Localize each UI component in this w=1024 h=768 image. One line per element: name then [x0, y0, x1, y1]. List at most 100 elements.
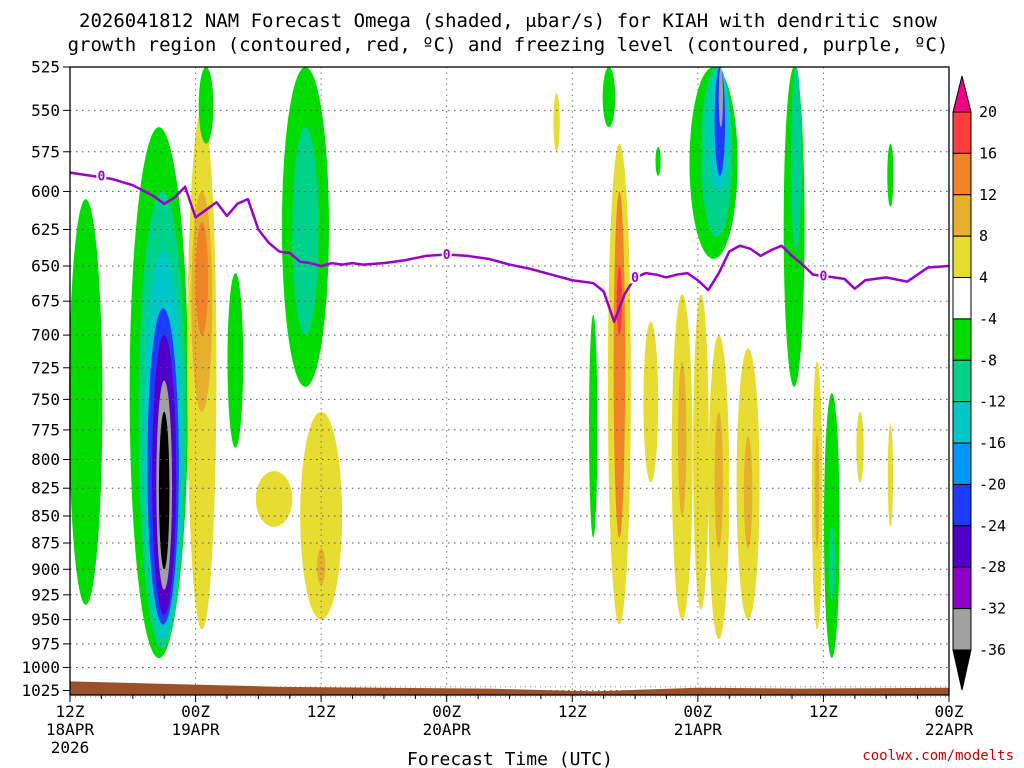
freezing-level-line — [69, 171, 950, 323]
omega-cell — [823, 393, 840, 659]
omega-cell — [643, 321, 659, 483]
omega-cell — [198, 67, 214, 144]
colorbar-box — [952, 608, 972, 651]
y-tick-label: 550 — [31, 101, 60, 120]
freezing-label-bg — [441, 246, 452, 261]
freezing-level-contour: 0 0 0 0 — [69, 167, 950, 323]
omega-cell — [677, 361, 687, 517]
colorbar-label: -16 — [979, 434, 1006, 452]
omega-cell — [693, 294, 709, 610]
omega-cell — [195, 221, 209, 336]
colorbar-box — [952, 111, 972, 154]
x-tick-date: 18APR — [46, 720, 95, 739]
omega-cell — [887, 143, 894, 207]
freezing-level-label: 0 — [820, 270, 828, 285]
chart-title-line2: growth region (contoured, red, ºC) and f… — [68, 34, 949, 56]
omega-cell — [790, 66, 802, 252]
y-tick-label: 675 — [31, 292, 60, 311]
x-tick-date: 20APR — [423, 720, 472, 739]
omega-cell — [589, 314, 598, 538]
y-axis: 525 550 575 600 625 650 675 700 725 750 775 800 825 8… — [21, 58, 70, 700]
omega-cell — [887, 423, 894, 527]
y-tick-label: 725 — [31, 358, 60, 377]
colorbar-label: -24 — [979, 517, 1006, 535]
colorbar-label: 8 — [979, 227, 988, 245]
omega-cell — [856, 411, 864, 483]
x-tick-year: 2026 — [51, 738, 90, 757]
colorbar-box — [952, 525, 972, 568]
y-tick-label: 925 — [31, 585, 60, 604]
colorbar-box — [952, 152, 972, 196]
y-tick-label: 1025 — [21, 681, 60, 700]
x-tick-label: 12Z — [558, 702, 587, 721]
colorbar-label: 12 — [979, 186, 997, 204]
colorbar-label: -20 — [979, 475, 1006, 493]
omega-cell — [718, 67, 723, 128]
omega-cell — [815, 435, 820, 549]
y-tick-label: 825 — [31, 479, 60, 498]
freezing-level-label: 0 — [443, 248, 451, 263]
chart-title-line1: 2026041812 NAM Forecast Omega (shaded, μ… — [79, 10, 937, 32]
omega-cell — [316, 548, 326, 585]
y-tick-label: 950 — [31, 610, 60, 629]
colorbar-label: -32 — [979, 600, 1006, 618]
omega-shading — [68, 66, 894, 659]
x-tick-label: 00Z — [432, 702, 461, 721]
colorbar-box — [952, 442, 972, 485]
y-tick-label: 625 — [31, 220, 60, 239]
y-tick-label: 1000 — [21, 658, 60, 677]
colorbar-label: -36 — [979, 641, 1006, 659]
y-tick-label: 600 — [31, 182, 60, 201]
colorbar-label: 4 — [979, 269, 988, 287]
colorbar-box — [952, 235, 972, 279]
colorbar-label: 16 — [979, 144, 997, 162]
credit-text: coolwx.com/modelts — [862, 748, 1014, 764]
grid — [70, 67, 949, 698]
y-tick-label: 750 — [31, 390, 60, 409]
x-tick-date: 21APR — [674, 720, 723, 739]
x-tick-date: 22APR — [925, 720, 974, 739]
y-tick-label: 800 — [31, 450, 60, 469]
x-tick-label: 00Z — [683, 702, 712, 721]
omega-cell — [255, 471, 293, 527]
omega-cell — [68, 199, 103, 605]
colorbar-label: -28 — [979, 558, 1006, 576]
x-tick-label: 12Z — [809, 702, 838, 721]
colorbar-box — [952, 401, 972, 444]
omega-cell — [602, 67, 616, 128]
colorbar-label: -12 — [979, 393, 1006, 411]
omega-cell — [613, 191, 626, 538]
omega-cell — [616, 266, 622, 336]
colorbar-box — [952, 277, 972, 320]
colorbar-box — [952, 359, 972, 403]
x-axis-label: Forecast Time (UTC) — [407, 749, 613, 768]
colorbar-box — [952, 566, 972, 610]
y-tick-label: 875 — [31, 534, 60, 553]
x-tick-label: 00Z — [181, 702, 210, 721]
y-tick-label: 850 — [31, 507, 60, 526]
freezing-level-label: 0 — [631, 271, 639, 286]
omega-cell — [292, 127, 319, 336]
y-tick-label: 650 — [31, 257, 60, 276]
omega-cell — [743, 435, 753, 549]
colorbar-cap-bottom — [952, 649, 972, 691]
colorbar-label: 20 — [979, 103, 997, 121]
colorbar-cap-top — [952, 75, 972, 113]
omega-cell — [655, 146, 661, 176]
freezing-label-bg — [630, 269, 641, 284]
y-tick-label: 975 — [31, 634, 60, 653]
omega-cell — [714, 411, 723, 549]
omega-cell — [300, 411, 343, 620]
ground-terrain — [70, 681, 949, 695]
x-tick-label: 00Z — [935, 702, 964, 721]
freezing-label-bg — [96, 167, 107, 182]
colorbar-box — [952, 483, 972, 527]
colorbar-label: -8 — [979, 351, 997, 369]
colorbar-box — [952, 318, 972, 361]
y-tick-label: 775 — [31, 420, 60, 439]
x-tick-date: 19APR — [171, 720, 220, 739]
omega-cell — [227, 273, 244, 448]
omega-cell — [158, 411, 170, 570]
